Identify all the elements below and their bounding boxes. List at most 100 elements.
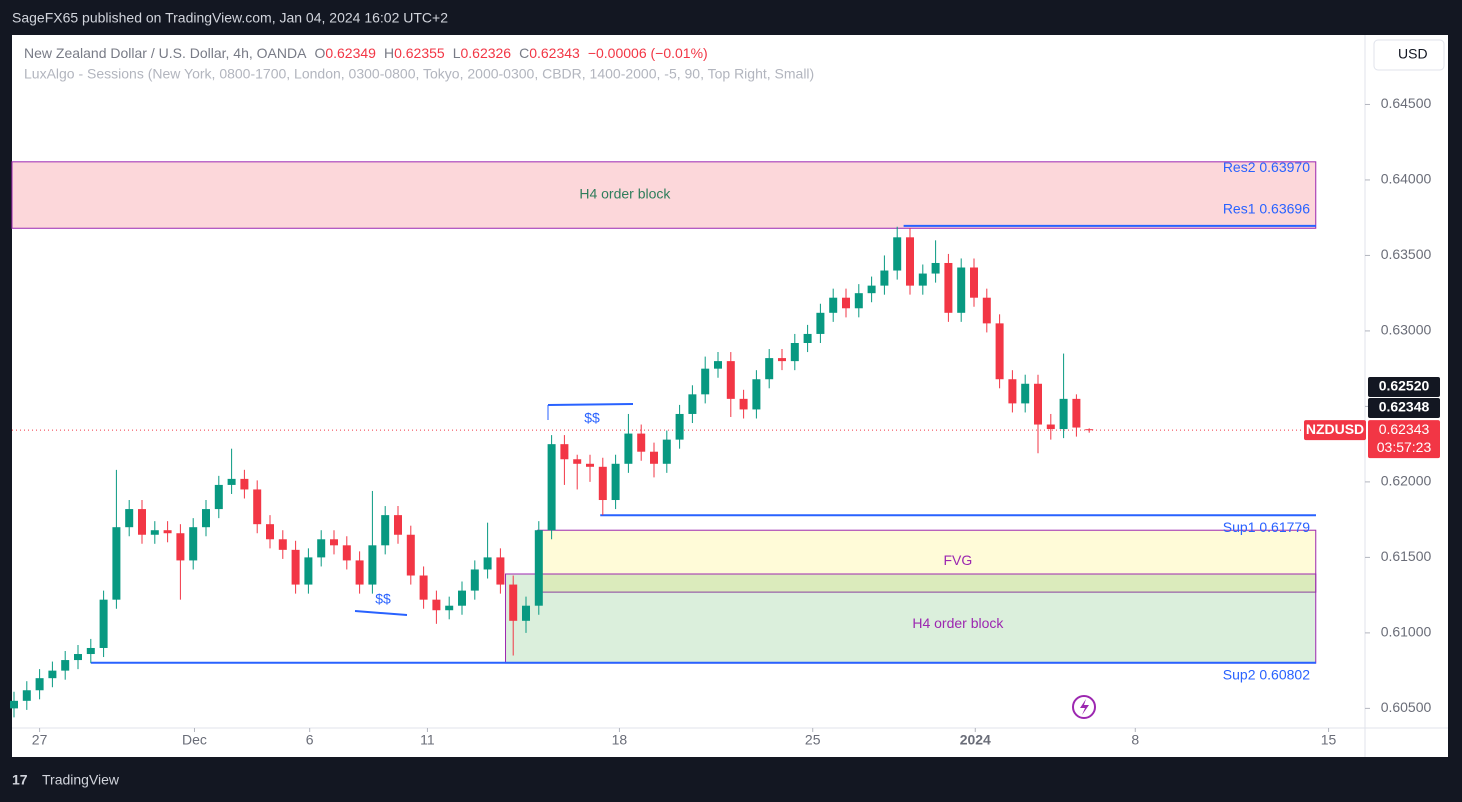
indicator-line: LuxAlgo - Sessions (New York, 0800-1700,… <box>24 66 814 82</box>
candle-body <box>419 575 428 600</box>
candle-body <box>982 297 991 324</box>
y-tick-label: 0.61500 <box>1381 548 1432 564</box>
candle-body <box>534 530 543 606</box>
candle-body <box>1046 424 1055 430</box>
price-tag-box <box>1368 377 1440 397</box>
logo-mark: 17 <box>12 772 28 788</box>
x-tick-label: 2024 <box>960 732 991 748</box>
candle-body <box>1072 398 1081 428</box>
candle-body <box>854 293 863 309</box>
candle-body <box>1008 379 1017 404</box>
x-tick-label: Dec <box>182 732 207 748</box>
candle-body <box>509 584 518 621</box>
currency-button[interactable] <box>1373 39 1445 71</box>
candle-body <box>317 539 326 558</box>
change: −0.00006 (−0.01%) <box>588 45 708 61</box>
candle-body <box>598 466 607 501</box>
liquidity-line <box>354 610 408 616</box>
candle-body <box>189 527 198 561</box>
ohlc-key: O <box>314 45 325 61</box>
candle-body <box>394 515 402 535</box>
ohlc-value: 0.62355 <box>394 45 445 61</box>
ohlc-value: 0.62326 <box>460 45 511 61</box>
candle-body <box>995 323 1004 380</box>
x-tick-label: 11 <box>420 732 435 748</box>
candle-body <box>496 557 505 585</box>
level-label: Res1 0.63696 <box>1223 201 1310 217</box>
y-tick-label: 0.64500 <box>1381 95 1432 111</box>
y-tick-label: 0.64000 <box>1381 171 1432 187</box>
x-tick-label: 18 <box>612 732 628 748</box>
candle-body <box>240 478 249 490</box>
icon-circle <box>1072 695 1096 719</box>
candle-body <box>765 358 774 380</box>
candle-body <box>150 530 159 535</box>
candle-body <box>35 678 44 691</box>
candle-body <box>560 444 569 460</box>
last-price: 0.62343 <box>1379 421 1430 437</box>
candle-body <box>483 557 492 570</box>
countdown: 03:57:23 <box>1377 439 1432 455</box>
candle-body <box>906 237 914 286</box>
candle-body <box>957 267 966 313</box>
candle-body <box>586 463 594 467</box>
candle-body <box>970 267 978 298</box>
candle-body <box>214 484 223 510</box>
candle-body <box>458 590 466 606</box>
annotation: $$ <box>584 410 600 426</box>
candle-body <box>266 524 274 540</box>
zone <box>537 529 1317 593</box>
x-tick-label: 8 <box>1131 732 1139 748</box>
lightning-icon[interactable] <box>1072 695 1096 719</box>
ohlc-key: H <box>384 45 394 61</box>
x-tick-label: 15 <box>1321 732 1337 748</box>
candle-body <box>1059 398 1068 430</box>
candle-body <box>688 394 697 414</box>
candle-body <box>470 569 479 591</box>
candle-body <box>138 509 146 535</box>
brand: TradingView <box>42 772 120 788</box>
candle-body <box>726 361 735 399</box>
candle-body <box>701 368 710 395</box>
price-tag: 0.62348 <box>1379 399 1430 415</box>
candle-body <box>931 262 940 274</box>
candle-body <box>752 379 761 410</box>
y-tick-label: 0.63000 <box>1381 322 1432 338</box>
candle-body <box>829 297 838 313</box>
liquidity-line <box>547 403 634 406</box>
currency-label: USD <box>1398 46 1428 62</box>
candle-body <box>893 237 902 271</box>
candle-body <box>842 297 850 309</box>
icon-bolt <box>1080 699 1089 715</box>
price-tag: 0.62520 <box>1379 378 1430 394</box>
last-price-box <box>1368 420 1440 459</box>
candle-body <box>86 647 95 655</box>
candle-body <box>944 262 953 313</box>
symbol-name: New Zealand Dollar / U.S. Dollar, 4h, OA… <box>24 45 307 61</box>
publisher: SageFX65 published on TradingView.com, J… <box>12 10 448 26</box>
symbol-tag-box <box>1304 420 1366 441</box>
y-tick-label: 0.62000 <box>1381 473 1432 489</box>
candle-body <box>739 398 748 410</box>
candle-body <box>624 433 633 464</box>
candle-body <box>202 509 210 528</box>
candle-body <box>368 545 377 585</box>
candle-body <box>125 509 134 528</box>
y-tick-label: 0.61000 <box>1381 624 1432 640</box>
candle-body <box>880 270 889 286</box>
candle-body <box>1034 383 1042 425</box>
ohlc-key: L <box>453 45 461 61</box>
candle-body <box>48 670 57 679</box>
y-tick-label: 0.63500 <box>1381 246 1432 262</box>
candle-body <box>675 413 684 440</box>
ohlc-value: 0.62343 <box>529 45 580 61</box>
candle-body <box>381 515 390 546</box>
candle-body <box>112 527 121 600</box>
annotation: $$ <box>375 591 391 607</box>
zone <box>11 161 1317 229</box>
candle-body <box>304 557 313 585</box>
candle-body <box>547 444 556 531</box>
candle-body <box>778 358 786 362</box>
zone-label: H4 order block <box>912 615 1004 631</box>
